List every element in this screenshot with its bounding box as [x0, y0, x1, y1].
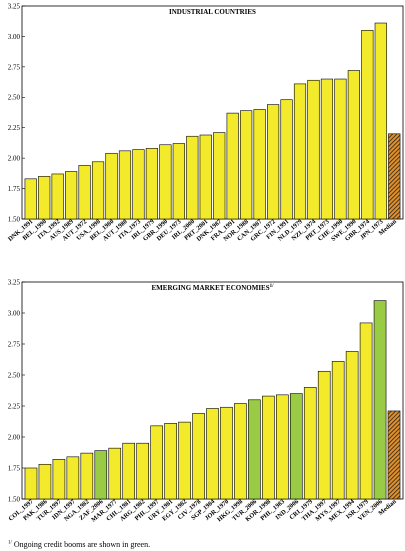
- y-tick-label: 2.00: [8, 155, 21, 163]
- y-tick-label: 3.25: [8, 278, 21, 286]
- bar-gbr-1974: [361, 30, 374, 220]
- bar-aut-1972: [78, 165, 91, 220]
- bar-mys-1997: [331, 361, 345, 500]
- y-tick-label: 2.00: [8, 433, 21, 441]
- plot-frame: [21, 5, 404, 220]
- bar-can-1987: [253, 109, 266, 220]
- bar-gbr-1990: [159, 144, 172, 220]
- bar-grc-1972: [266, 104, 280, 220]
- footnote: 1/ Ongoing credit booms are shown in gre…: [8, 540, 150, 549]
- y-tick-label: 2.25: [8, 402, 21, 410]
- bar-pak-1986: [38, 463, 52, 500]
- chart-title-footnote-marker: 1/: [270, 284, 275, 289]
- y-tick-label: 1.75: [8, 464, 21, 472]
- bar-ind-2006: [289, 393, 303, 500]
- industrial-countries-chart: 1.50 1.75 2.00 2.25 2.50 2.75 3.00 3.25 INDUSTRI…: [7, 2, 404, 243]
- bar-mex-1994: [345, 351, 359, 500]
- chart-title: EMERGING MARKET ECONOMIES1/: [152, 284, 275, 292]
- y-tick-label: 2.75: [8, 63, 21, 71]
- y-tick-label: 1.50: [8, 495, 21, 503]
- bar-chl-1981: [122, 442, 136, 500]
- y-tick-label: 2.75: [8, 340, 21, 348]
- bar-isr-1979: [359, 322, 373, 500]
- bar-aut-1980: [118, 150, 132, 220]
- y-tick-label: 3.25: [8, 2, 21, 10]
- bar-ita-1973: [132, 149, 145, 220]
- bar-jpn-1973: [374, 22, 387, 220]
- y-tick-label: 2.50: [8, 94, 21, 102]
- bar-che-1990: [334, 78, 347, 220]
- bar-nor-1988: [240, 110, 253, 220]
- bar-fin-1991: [280, 99, 293, 220]
- bar-tha-1997: [317, 370, 331, 500]
- chart-title: INDUSTRIAL COUNTRIES: [169, 8, 256, 16]
- bar-idn-1997: [66, 456, 80, 500]
- bar-dnk-1991: [24, 178, 37, 220]
- bar-irl-2000: [186, 135, 199, 220]
- bar-kor-1998: [262, 395, 275, 500]
- bar-phl-1997: [150, 425, 163, 500]
- bar-sgp-1984: [206, 408, 219, 500]
- bar-nzl-1974: [307, 79, 320, 220]
- bar-jor-1970: [220, 406, 233, 500]
- bar-tur-1997: [52, 459, 66, 500]
- bar-ven-2006: [373, 300, 387, 500]
- bar-hkg-1998: [234, 403, 247, 500]
- bar-ita-1992: [51, 173, 64, 220]
- bar-col-1997: [24, 467, 38, 500]
- bar-cri-1979: [303, 387, 317, 500]
- y-tick-label: 2.50: [8, 371, 21, 379]
- bar-mar-1977: [108, 447, 122, 500]
- y-tick-label: 1.50: [8, 215, 21, 223]
- median-bar: [388, 133, 401, 220]
- bar-nld-1979: [293, 83, 307, 220]
- median-bar: [387, 410, 401, 500]
- bar-ury-1981: [164, 423, 177, 500]
- bar-zaf-2006: [94, 450, 108, 500]
- bar-usa-1998: [91, 161, 105, 220]
- y-tick-label: 3.00: [8, 33, 21, 41]
- bar-aus-1989: [65, 171, 78, 220]
- bar-phl-1983: [276, 394, 289, 500]
- y-tick-label: 3.00: [8, 309, 21, 317]
- bar-civ-1978: [192, 413, 205, 500]
- bar-prt-2001: [199, 134, 212, 220]
- bar-arg-1982: [136, 442, 149, 500]
- y-tick-label: 1.75: [8, 185, 21, 193]
- bar-nga-1982: [80, 452, 94, 500]
- bar-swe-1990: [347, 70, 360, 220]
- bar-bel-1990: [38, 176, 51, 220]
- bar-egy-1982: [178, 421, 191, 500]
- bar-deu-1973: [172, 143, 185, 220]
- bar-dnk-1987: [213, 132, 226, 220]
- footnote-text: Ongoing credit booms are shown in green.: [11, 540, 151, 549]
- bar-fra-1991: [226, 112, 239, 220]
- footnote-marker: 1/: [8, 540, 12, 546]
- y-tick-label: 2.25: [8, 124, 21, 132]
- bar-prt-1973: [320, 78, 334, 220]
- bar-bel-1980: [105, 152, 118, 220]
- bar-irl-1979: [145, 148, 159, 220]
- bar-tur-2006: [248, 399, 261, 500]
- emerging-markets-chart: 1.50 1.75 2.00 2.25 2.50 2.75 3.00 3.25 EMERGING…: [7, 278, 404, 524]
